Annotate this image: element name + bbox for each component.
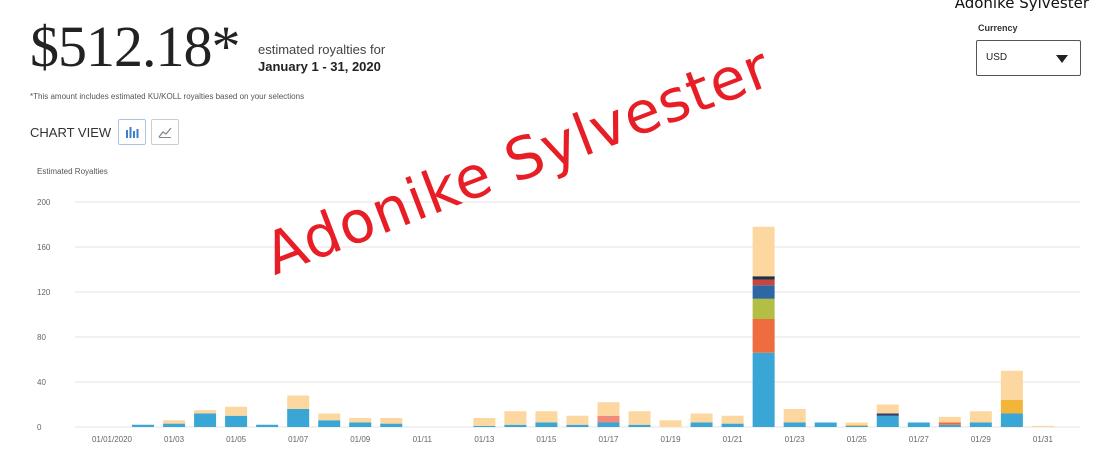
bar-segment xyxy=(969,411,992,423)
bar-segment xyxy=(752,319,775,353)
bar-segment xyxy=(287,395,310,409)
bar-segment xyxy=(566,424,589,427)
bar-segment xyxy=(938,424,961,427)
bar-segment xyxy=(597,415,620,423)
date-range: January 1 - 31, 2020 xyxy=(258,59,381,74)
bar-segment xyxy=(752,352,775,427)
bar-segment xyxy=(752,279,775,286)
bar-segment xyxy=(566,415,589,425)
bar-segment xyxy=(752,298,775,319)
bar-segment xyxy=(256,424,279,427)
bar-segment xyxy=(597,422,620,427)
bar-segment xyxy=(132,424,155,427)
bar-segment xyxy=(907,422,930,427)
bar-segment xyxy=(969,422,992,427)
bar-segment xyxy=(876,413,899,416)
bar-segment xyxy=(628,411,651,425)
bar-segment xyxy=(473,425,496,427)
bar-segment xyxy=(876,404,899,414)
bar-segment xyxy=(473,418,496,426)
bar-segment xyxy=(504,424,527,427)
royalty-amount: $512.18* xyxy=(30,14,240,79)
y-tick-label: 200 xyxy=(37,198,51,207)
bar-segment xyxy=(349,422,372,427)
bar-segment xyxy=(597,402,620,416)
disclaimer-text: *This amount includes estimated KU/KOLL … xyxy=(30,92,305,101)
x-tick-label: 01/29 xyxy=(971,435,992,444)
x-tick-label: 01/31 xyxy=(1033,435,1054,444)
bar-segment xyxy=(163,420,186,424)
bar-segment xyxy=(690,422,713,427)
x-tick-label: 01/13 xyxy=(474,435,495,444)
currency-label: Currency xyxy=(978,23,1018,33)
y-axis-label: Estimated Royalties xyxy=(37,167,108,176)
bar-segment xyxy=(721,415,744,424)
bar-segment xyxy=(380,418,403,424)
x-tick-label: 01/11 xyxy=(413,435,433,444)
bar-segment xyxy=(845,424,868,426)
bar-segment xyxy=(194,410,217,414)
x-tick-label: 01/09 xyxy=(350,435,371,444)
y-tick-label: 40 xyxy=(37,378,46,387)
bar-segment xyxy=(814,422,837,427)
bar-chart-view-button[interactable] xyxy=(118,119,146,145)
estimated-royalties-label: estimated royalties for xyxy=(258,42,386,57)
bar-segment xyxy=(1031,425,1054,427)
bar-segment xyxy=(194,413,217,427)
bar-segment xyxy=(845,422,868,425)
x-tick-label: 01/25 xyxy=(847,435,868,444)
bar-segment xyxy=(876,415,899,427)
bar-segment xyxy=(752,226,775,277)
bar-chart-icon xyxy=(126,127,139,138)
bar-segment xyxy=(938,422,961,425)
bar-segment xyxy=(287,409,310,427)
bar-segment xyxy=(163,423,186,427)
line-chart-icon xyxy=(158,127,172,138)
x-tick-label: 01/23 xyxy=(785,435,806,444)
bar-segment xyxy=(659,420,682,427)
user-name: Adonike Sylvester xyxy=(954,0,1089,12)
chart-view-label: CHART VIEW xyxy=(30,125,112,140)
bar-segment xyxy=(752,276,775,280)
bar-segment xyxy=(752,285,775,299)
bar-segment xyxy=(783,409,806,423)
bar-segment xyxy=(504,411,527,425)
bar-segment xyxy=(225,406,248,416)
bar-segment xyxy=(318,420,341,427)
x-tick-label: 01/01/2020 xyxy=(92,435,133,444)
x-tick-label: 01/05 xyxy=(226,435,247,444)
bar-segment xyxy=(628,424,651,427)
currency-value: USD xyxy=(986,52,1008,63)
y-tick-label: 160 xyxy=(37,243,51,252)
x-tick-label: 01/27 xyxy=(909,435,930,444)
bar-segment xyxy=(349,418,372,423)
y-tick-label: 80 xyxy=(37,333,46,342)
bar-segment xyxy=(380,423,403,427)
line-chart-view-button[interactable] xyxy=(151,119,179,145)
y-tick-label: 120 xyxy=(37,288,51,297)
royalties-chart: Estimated Royalties 0 40 80 120 160 200 01/01/2… xyxy=(37,167,1080,444)
bar-segment xyxy=(535,411,558,423)
bar-segment xyxy=(318,413,341,421)
bar-segment xyxy=(535,422,558,427)
bar-segment xyxy=(1000,400,1023,414)
x-tick-label: 01/07 xyxy=(288,435,309,444)
bar-segment xyxy=(845,425,868,427)
x-tick-label: 01/15 xyxy=(536,435,557,444)
chevron-down-icon xyxy=(1056,55,1068,63)
bar-segment xyxy=(783,422,806,427)
x-tick-label: 01/21 xyxy=(723,435,744,444)
currency-select[interactable]: USD xyxy=(976,40,1081,76)
bar-segment xyxy=(938,416,961,423)
x-tick-label: 01/19 xyxy=(661,435,682,444)
bar-segment xyxy=(1000,370,1023,400)
bar-segment xyxy=(690,413,713,423)
y-tick-label: 0 xyxy=(37,423,42,432)
bar-segment xyxy=(225,415,248,427)
x-tick-label: 01/17 xyxy=(598,435,619,444)
x-tick-label: 01/03 xyxy=(164,435,185,444)
bar-segment xyxy=(721,423,744,427)
bar-segment xyxy=(1000,413,1023,427)
